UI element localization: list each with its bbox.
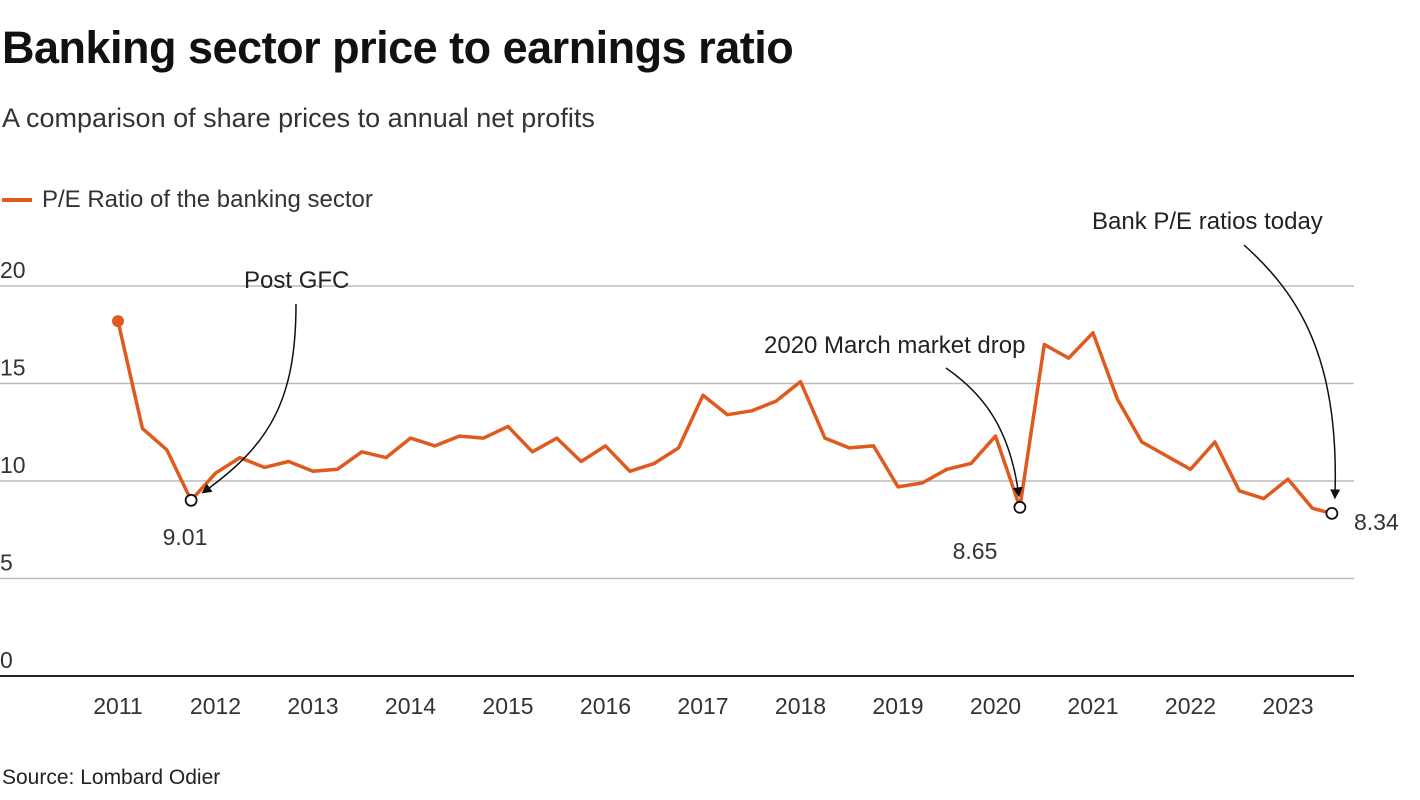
annotation-marker bbox=[1013, 500, 1027, 514]
y-axis-ticks: 0 5 10 15 20 bbox=[0, 257, 26, 673]
legend-label: P/E Ratio of the banking sector bbox=[42, 186, 373, 213]
x-tick-label: 2020 bbox=[970, 693, 1021, 719]
annotation-label: Post GFC bbox=[244, 267, 349, 294]
annotation-marker bbox=[1325, 506, 1339, 520]
source-note: Source: Lombard Odier bbox=[2, 766, 221, 789]
annotation-marker bbox=[184, 493, 198, 507]
annotation-label: 2020 March market drop bbox=[764, 332, 1025, 359]
annotation-arrow bbox=[1243, 244, 1341, 500]
x-tick-label: 2011 bbox=[93, 693, 142, 719]
legend-swatch bbox=[2, 198, 32, 202]
y-tick-label: 5 bbox=[0, 550, 13, 576]
gridlines bbox=[0, 285, 1354, 677]
annotations-layer: Post GFC 9.01 2020 March market drop 8.65 Ba… bbox=[163, 208, 1399, 564]
x-tick-label: 2016 bbox=[580, 693, 631, 719]
x-tick-label: 2014 bbox=[385, 693, 436, 719]
data-label: 9.01 bbox=[163, 524, 208, 550]
x-axis-ticks: 2011 2012 2013 2014 2015 2016 2017 2018 2019 2020… bbox=[93, 693, 1313, 719]
annotation-label: Bank P/E ratios today bbox=[1092, 208, 1323, 235]
data-label: 8.34 bbox=[1354, 509, 1399, 535]
x-tick-label: 2023 bbox=[1262, 693, 1313, 719]
y-tick-label: 0 bbox=[0, 647, 13, 673]
x-tick-label: 2022 bbox=[1165, 693, 1216, 719]
x-tick-label: 2018 bbox=[775, 693, 826, 719]
annotation-arrow bbox=[201, 303, 297, 494]
x-tick-label: 2013 bbox=[287, 693, 338, 719]
y-tick-label: 15 bbox=[0, 355, 26, 381]
x-tick-label: 2021 bbox=[1067, 693, 1118, 719]
chart-subtitle: A comparison of share prices to annual n… bbox=[2, 103, 595, 133]
series-start-point bbox=[112, 315, 124, 328]
x-tick-label: 2019 bbox=[872, 693, 923, 719]
chart-title: Banking sector price to earnings ratio bbox=[2, 22, 794, 73]
data-label: 8.65 bbox=[953, 538, 998, 564]
x-tick-label: 2012 bbox=[190, 693, 241, 719]
series-layer bbox=[112, 315, 1338, 520]
x-tick-label: 2015 bbox=[482, 693, 533, 719]
y-tick-label: 20 bbox=[0, 257, 26, 283]
y-tick-label: 10 bbox=[0, 452, 26, 478]
x-tick-label: 2017 bbox=[677, 693, 728, 719]
annotation-arrow bbox=[945, 367, 1023, 498]
legend: P/E Ratio of the banking sector bbox=[2, 186, 373, 214]
series-line bbox=[116, 319, 1334, 516]
